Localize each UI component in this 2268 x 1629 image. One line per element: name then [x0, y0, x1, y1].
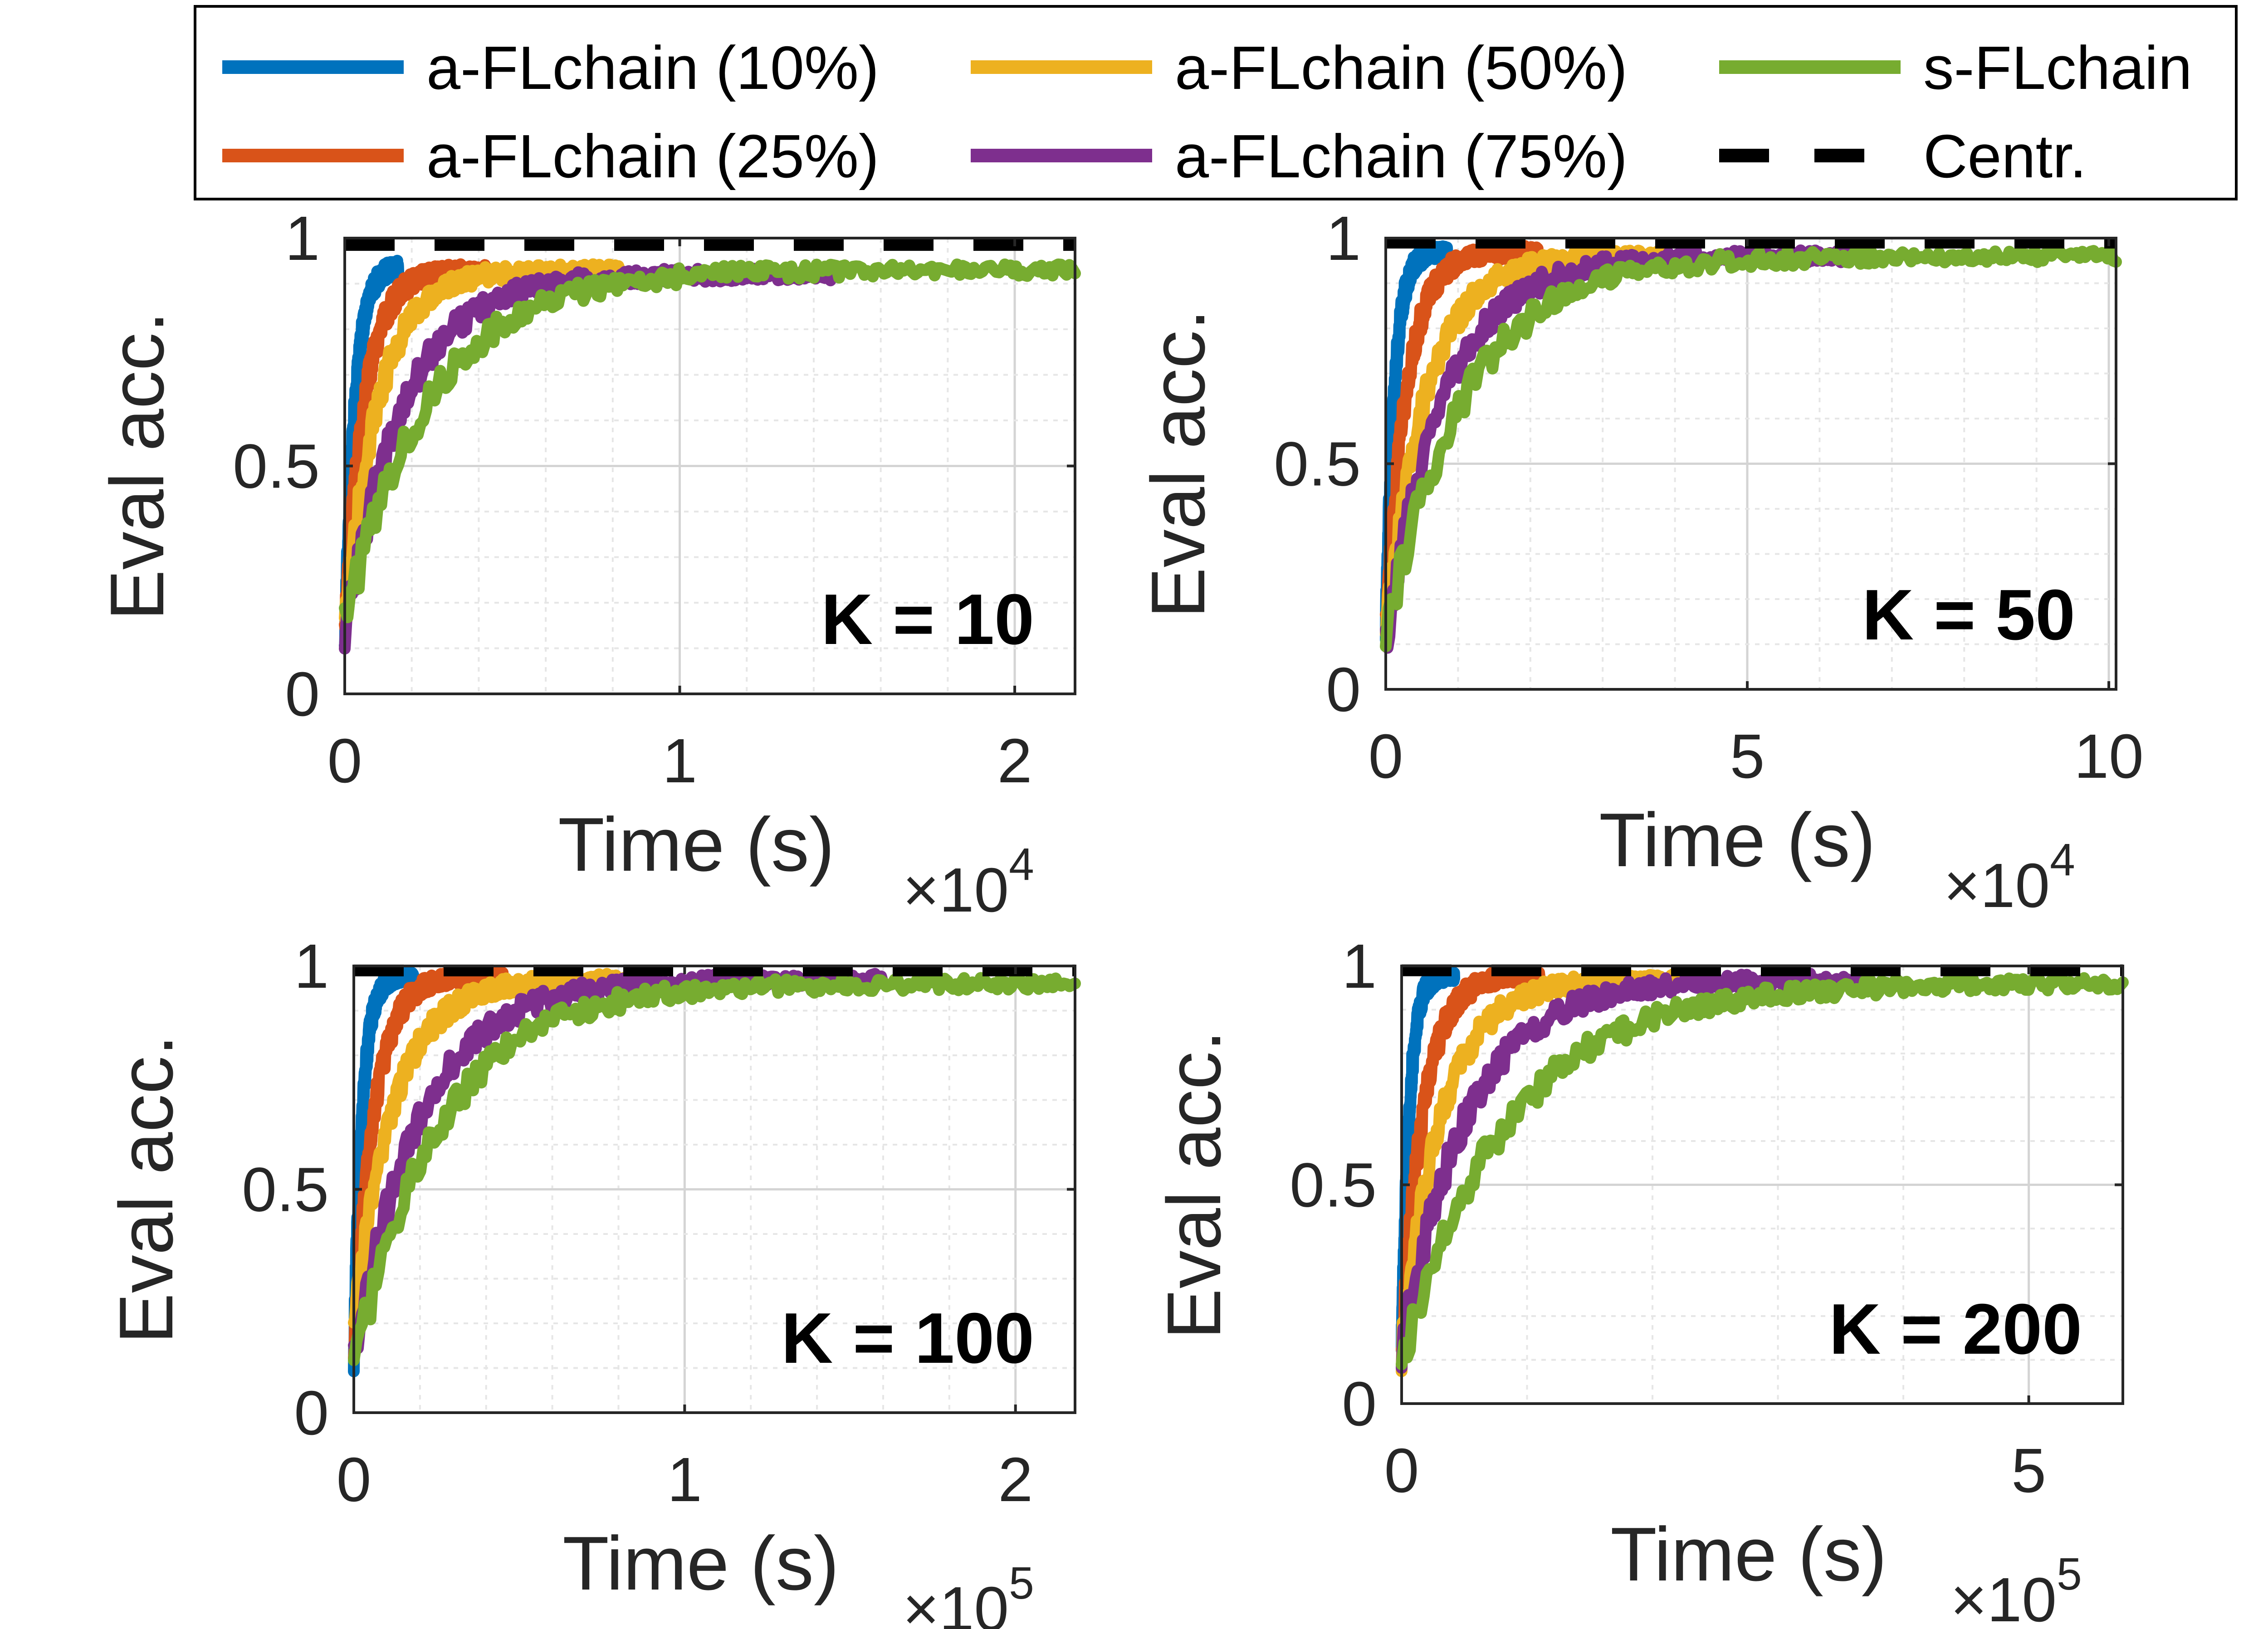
series-line — [348, 966, 509, 1365]
x-exponent-base: ×10 — [903, 1574, 1009, 1629]
x-exponent-label: ×105 — [903, 1558, 1034, 1629]
series-line — [1380, 240, 1453, 646]
legend-label: a-FLchain (25%) — [426, 122, 879, 190]
series-line — [1396, 967, 1866, 1374]
x-tick-label: 0 — [327, 726, 362, 796]
x-tick-label: 1 — [667, 1445, 702, 1515]
x-exponent-power: 4 — [2050, 834, 2075, 885]
grid — [345, 238, 1075, 694]
panel-k-label: K = 10 — [821, 580, 1034, 659]
x-axis-label: Time (s) — [1599, 797, 1876, 883]
series-line — [348, 972, 1081, 1366]
panel-k-label: K = 50 — [1862, 575, 2075, 655]
x-axis-label: Time (s) — [562, 1521, 839, 1606]
legend-entry: Centr. — [1719, 122, 2087, 190]
grid — [354, 966, 1075, 1413]
x-axis-label: Time (s) — [1610, 1512, 1887, 1597]
panel-k-label: K = 200 — [1829, 1289, 2082, 1369]
x-tick-label: 10 — [2074, 722, 2144, 791]
y-tick-label: 0 — [1342, 1369, 1377, 1439]
x-tick-label: 5 — [1730, 722, 1765, 791]
legend-label: a-FLchain (10%) — [426, 34, 879, 102]
series-line — [339, 258, 1081, 624]
y-tick-label: 0 — [294, 1378, 329, 1448]
x-tick-label: 5 — [2011, 1436, 2046, 1506]
y-tick-label: 1 — [1326, 204, 1361, 273]
x-tick-label: 0 — [1384, 1436, 1419, 1506]
legend-entry: a-FLchain (10%) — [222, 34, 879, 102]
legend-entry: s-FLchain — [1719, 34, 2192, 102]
x-exponent-base: ×10 — [903, 855, 1009, 925]
y-tick-label: 0 — [285, 659, 320, 729]
series-line — [339, 254, 405, 652]
legend-entry: a-FLchain (25%) — [222, 122, 879, 190]
series-line — [1380, 244, 2122, 653]
y-axis-label: Eval acc. — [103, 1035, 189, 1344]
x-exponent-base: ×10 — [1950, 1565, 2057, 1629]
legend-label: Centr. — [1923, 122, 2087, 190]
legend-entry: a-FLchain (50%) — [971, 34, 1628, 102]
y-tick-label: 1 — [285, 204, 320, 273]
x-tick-label: 2 — [997, 726, 1032, 796]
x-exponent-power: 5 — [2057, 1549, 2082, 1600]
x-exponent-power: 4 — [1009, 839, 1034, 890]
legend-label: a-FLchain (75%) — [1175, 122, 1628, 190]
x-exponent-label: ×104 — [1944, 834, 2075, 921]
x-tick-label: 0 — [337, 1445, 371, 1515]
y-axis-label: Eval acc. — [1151, 1030, 1237, 1340]
legend-box — [194, 5, 2238, 200]
y-axis-label: Eval acc. — [1135, 309, 1221, 619]
y-axis-label: Eval acc. — [94, 312, 180, 621]
chart-panel: 0 5 10 0 0.5 1 Time (s) Eval acc. ×104 K = 50 — [1135, 204, 2144, 921]
series-line — [1396, 972, 2129, 1371]
x-exponent-label: ×104 — [903, 839, 1034, 925]
legend-label: a-FLchain (50%) — [1175, 34, 1628, 102]
x-axis-label: Time (s) — [558, 802, 835, 887]
x-tick-label: 0 — [1369, 722, 1403, 791]
legend: a-FLchain (10%) a-FLchain (50%) s-FLchain a… — [194, 5, 2238, 200]
y-tick-label: 0 — [1326, 655, 1361, 725]
panel-k-label: K = 100 — [781, 1298, 1034, 1378]
x-exponent-label: ×105 — [1950, 1549, 2082, 1629]
x-exponent-base: ×10 — [1944, 851, 2050, 921]
y-tick-label: 0.5 — [242, 1155, 329, 1225]
y-tick-label: 0.5 — [233, 432, 320, 502]
series-line — [1380, 240, 1544, 634]
y-tick-label: 1 — [294, 932, 329, 1001]
legend-entry: a-FLchain (75%) — [971, 122, 1628, 190]
x-tick-label: 2 — [998, 1445, 1033, 1515]
x-tick-label: 1 — [662, 726, 697, 796]
y-tick-label: 0.5 — [1274, 429, 1361, 499]
y-tick-label: 0.5 — [1290, 1151, 1377, 1220]
y-tick-label: 1 — [1342, 932, 1377, 1001]
legend-label: s-FLchain — [1923, 34, 2192, 102]
x-exponent-power: 5 — [1009, 1558, 1034, 1609]
